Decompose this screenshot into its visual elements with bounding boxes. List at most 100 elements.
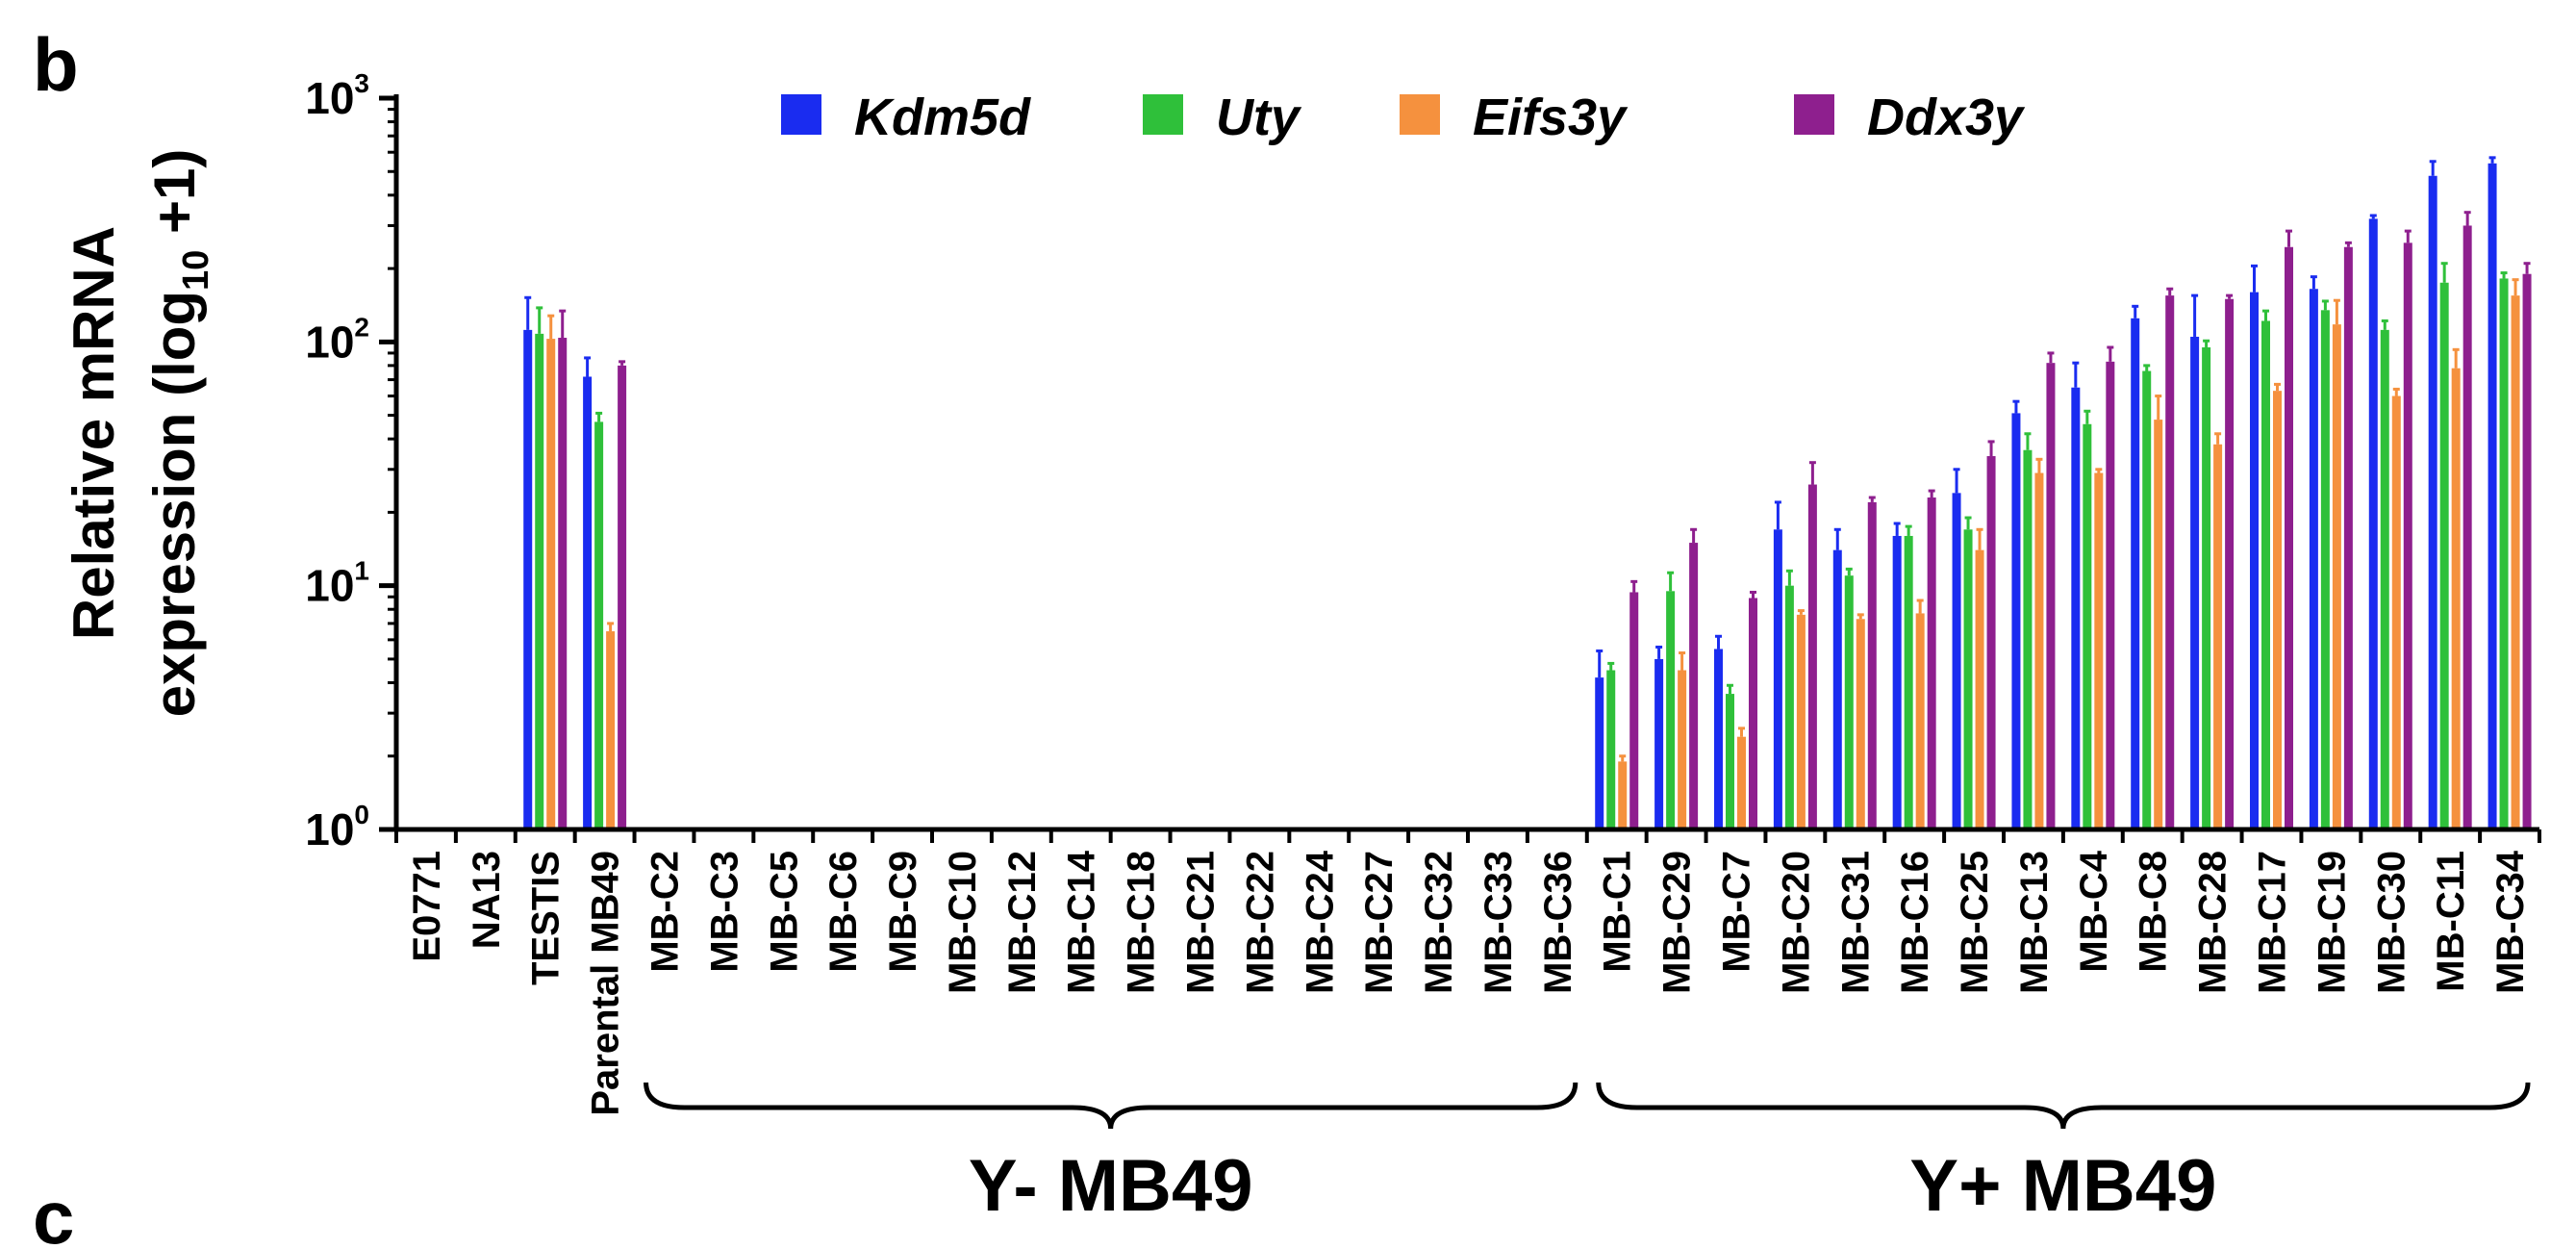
y-tick-label: 102 xyxy=(305,312,369,367)
bar-eifs3y-mb-c16 xyxy=(1915,613,1925,829)
legend: Kdm5d Uty Eifs3y Ddx3y xyxy=(781,89,2026,146)
legend-label-kdm5d: Kdm5d xyxy=(854,89,1031,146)
x-tick-label: MB-C8 xyxy=(2133,851,2175,973)
bar-uty-mb-c30 xyxy=(2380,329,2389,830)
x-tick-label: MB-C24 xyxy=(1299,850,1341,994)
y-axis-title-line1: Relative mRNA xyxy=(62,226,126,640)
y-tick-exp: 1 xyxy=(354,556,369,586)
bar-kdm5d-mb-c29 xyxy=(1654,658,1664,829)
bar-uty-mb-c16 xyxy=(1904,535,1913,829)
x-tick-label: MB-C31 xyxy=(1834,851,1877,994)
bar-uty-parental-mb49 xyxy=(594,421,604,829)
y-axis-title-line2: expression (log10 +1) xyxy=(142,149,216,718)
bar-eifs3y-mb-c19 xyxy=(2332,324,2341,829)
bar-eifs3y-mb-c4 xyxy=(2094,472,2104,829)
bar-eifs3y-testis xyxy=(546,339,556,829)
x-tick-label: MB-C29 xyxy=(1656,851,1699,994)
y-tick-label: 100 xyxy=(305,800,369,854)
bar-uty-mb-c11 xyxy=(2439,282,2449,830)
bar-ddx3y-mb-c11 xyxy=(2462,225,2472,829)
bar-ddx3y-mb-c25 xyxy=(1986,456,1996,829)
x-tick-label: MB-C30 xyxy=(2370,851,2412,994)
bar-kdm5d-mb-c20 xyxy=(1773,529,1782,829)
bar-uty-mb-c4 xyxy=(2083,423,2092,829)
x-tick-label: NA13 xyxy=(466,851,508,949)
bar-eifs3y-mb-c13 xyxy=(2034,472,2044,829)
x-tick-label: MB-C5 xyxy=(763,851,805,973)
x-tick-label: MB-C11 xyxy=(2430,851,2472,992)
bar-ddx3y-mb-c30 xyxy=(2403,242,2412,830)
bar-kdm5d-mb-c19 xyxy=(2309,289,2318,829)
x-tick-label: MB-C32 xyxy=(1418,851,1460,994)
bar-uty-mb-c13 xyxy=(2023,449,2033,829)
bar-ddx3y-testis xyxy=(558,338,568,829)
bar-uty-mb-c28 xyxy=(2202,346,2211,829)
bar-kdm5d-testis xyxy=(523,329,533,830)
bar-uty-mb-c8 xyxy=(2142,370,2152,829)
bar-kdm5d-parental-mb49 xyxy=(583,376,593,829)
bar-eifs3y-parental-mb49 xyxy=(606,631,616,829)
bar-eifs3y-mb-c29 xyxy=(1678,670,1687,829)
x-tick-label: MB-C10 xyxy=(942,851,984,994)
group-label-0: Y- MB49 xyxy=(969,1145,1253,1227)
bar-ddx3y-mb-c7 xyxy=(1749,598,1757,829)
x-tick-label: MB-C6 xyxy=(822,851,865,973)
x-tick-label: MB-C7 xyxy=(1716,851,1758,973)
x-tick-label: MB-C27 xyxy=(1358,851,1401,994)
x-tick-label: MB-C12 xyxy=(1001,851,1044,994)
x-tick-label: MB-C2 xyxy=(644,851,687,973)
bar-uty-mb-c20 xyxy=(1784,585,1794,829)
y-tick-base: 10 xyxy=(305,73,354,123)
bar-kdm5d-mb-c31 xyxy=(1832,549,1842,829)
y-axis-title-line2-suffix: +1) xyxy=(142,149,207,250)
bar-kdm5d-mb-c25 xyxy=(1952,493,1961,829)
legend-label-eifs3y: Eifs3y xyxy=(1473,89,1629,146)
bar-eifs3y-mb-c11 xyxy=(2451,368,2461,829)
panel-label-c: c xyxy=(33,1175,74,1249)
bar-kdm5d-mb-c13 xyxy=(2011,413,2021,829)
legend-swatch-eifs3y xyxy=(1400,94,1440,135)
x-tick-label: MB-C36 xyxy=(1537,851,1579,994)
bar-kdm5d-mb-c11 xyxy=(2428,175,2437,830)
bars xyxy=(523,156,2532,830)
x-tick-label: MB-C18 xyxy=(1121,851,1163,994)
bar-uty-mb-c31 xyxy=(1844,575,1854,829)
bar-kdm5d-mb-c4 xyxy=(2071,387,2081,829)
x-tick-label: MB-C3 xyxy=(703,851,745,973)
bar-eifs3y-mb-c34 xyxy=(2511,295,2520,829)
bar-uty-mb-c34 xyxy=(2499,278,2509,829)
bar-uty-mb-c25 xyxy=(1963,529,1973,829)
bar-eifs3y-mb-c31 xyxy=(1856,619,1865,829)
bar-uty-mb-c19 xyxy=(2320,310,2330,830)
bar-kdm5d-mb-c1 xyxy=(1595,677,1604,829)
bar-ddx3y-mb-c34 xyxy=(2522,273,2532,829)
bar-ddx3y-mb-c28 xyxy=(2225,298,2235,830)
y-tick-base: 10 xyxy=(305,317,354,367)
bar-ddx3y-mb-c4 xyxy=(2106,361,2115,829)
y-tick-label: 101 xyxy=(305,556,369,611)
bar-ddx3y-mb-c1 xyxy=(1629,592,1639,829)
panel-label-b: b xyxy=(33,22,79,107)
bar-ddx3y-mb-c17 xyxy=(2285,246,2293,829)
bar-kdm5d-mb-c8 xyxy=(2131,318,2140,829)
x-tick-label: E0771 xyxy=(406,851,448,962)
bar-uty-testis xyxy=(535,333,544,829)
bar-eifs3y-mb-c1 xyxy=(1618,761,1628,829)
bar-kdm5d-mb-c34 xyxy=(2488,163,2497,829)
x-tick-label: MB-C19 xyxy=(2311,851,2353,994)
bar-ddx3y-mb-c13 xyxy=(2046,363,2056,829)
bar-ddx3y-mb-c19 xyxy=(2343,246,2353,829)
legend-swatch-ddx3y xyxy=(1794,94,1834,135)
x-tick-label: MB-C14 xyxy=(1061,850,1103,994)
legend-swatch-uty xyxy=(1143,94,1183,135)
x-tick-label: MB-C33 xyxy=(1477,851,1520,994)
x-tick-label: MB-C13 xyxy=(2013,851,2056,994)
x-tick-label: MB-C20 xyxy=(1775,851,1817,994)
x-tick-label: MB-C34 xyxy=(2489,850,2532,994)
y-tick-exp: 0 xyxy=(354,800,369,829)
bar-eifs3y-mb-c8 xyxy=(2154,420,2163,829)
bar-kdm5d-mb-c17 xyxy=(2250,292,2259,829)
y-tick-base: 10 xyxy=(305,561,354,611)
bar-eifs3y-mb-c7 xyxy=(1737,736,1746,829)
